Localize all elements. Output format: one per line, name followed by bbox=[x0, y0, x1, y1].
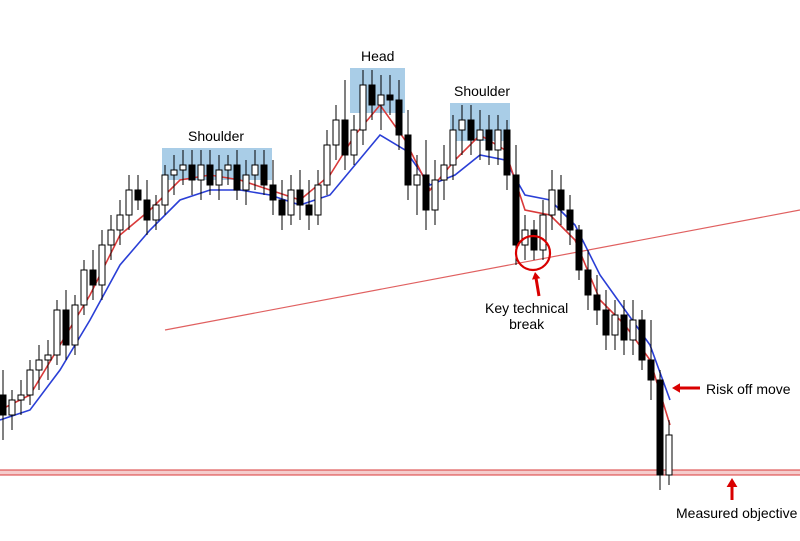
chart-svg bbox=[0, 0, 800, 541]
candlesticks bbox=[0, 70, 672, 490]
label-left-shoulder: Shoulder bbox=[188, 128, 244, 144]
label-measured-objective: Measured objective bbox=[676, 505, 797, 521]
target-band bbox=[0, 470, 800, 475]
candlestick-chart: Shoulder Head Shoulder Key technicalbrea… bbox=[0, 0, 800, 541]
label-right-shoulder: Shoulder bbox=[454, 83, 510, 99]
label-head: Head bbox=[361, 48, 394, 64]
label-key-break: Key technicalbreak bbox=[485, 300, 568, 332]
neckline-trendline bbox=[165, 210, 800, 330]
label-risk-off: Risk off move bbox=[706, 381, 791, 397]
